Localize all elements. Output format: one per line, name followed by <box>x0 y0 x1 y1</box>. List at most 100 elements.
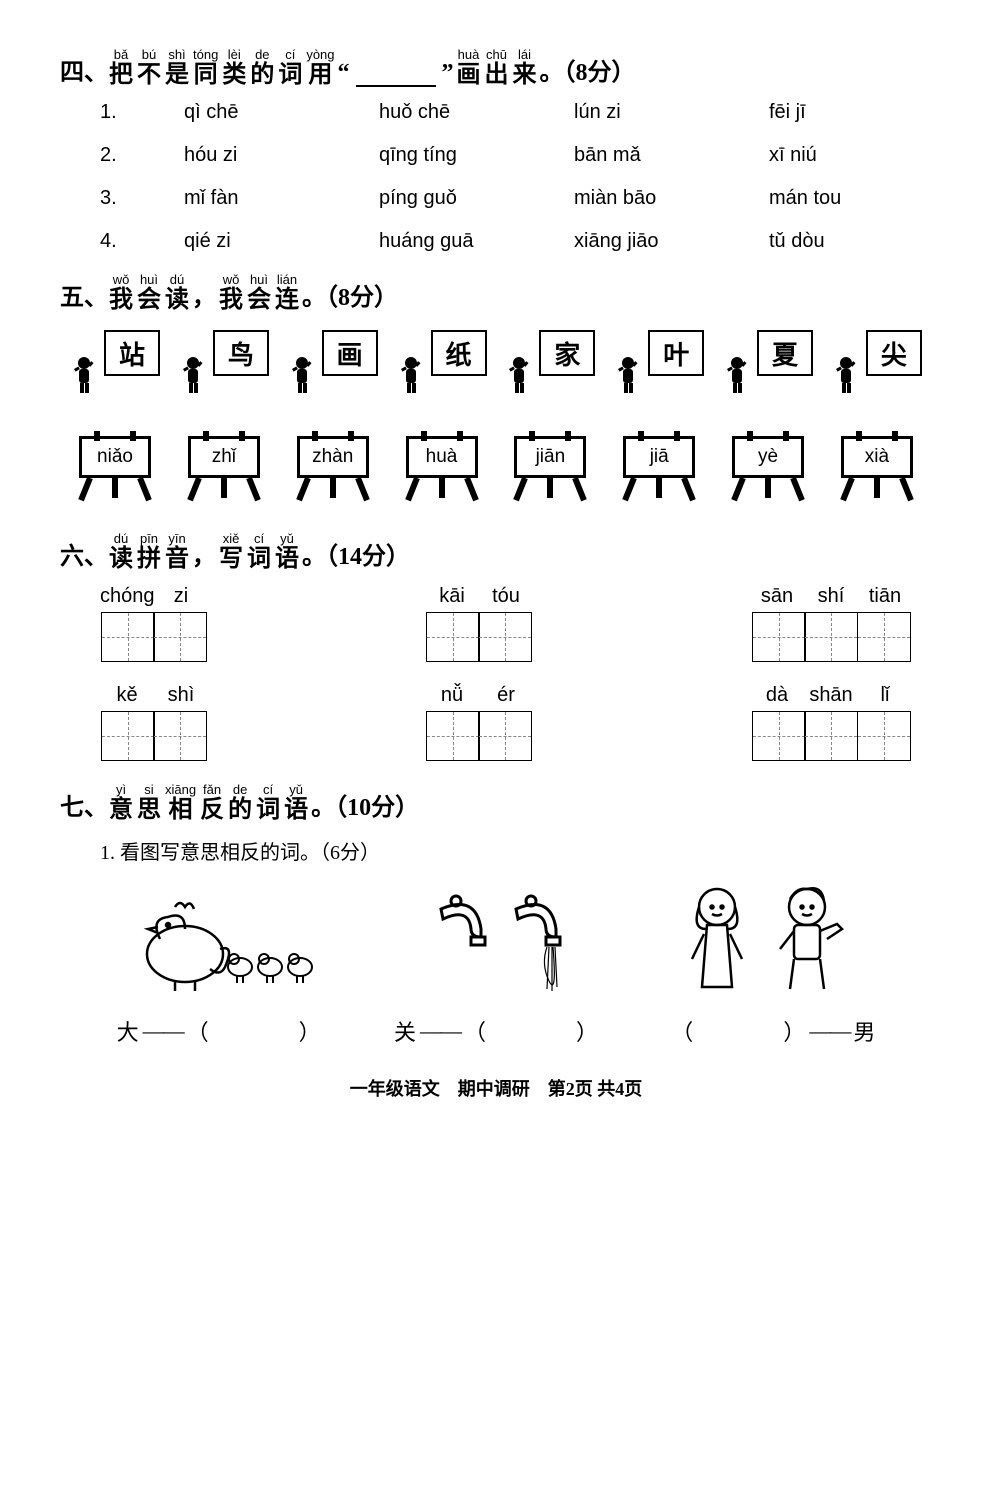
tianzige-item: kěshì <box>100 684 208 761</box>
tianzige-cell <box>857 612 911 662</box>
pinyin-row: 3. mǐ fànpíng guǒmiàn bāomán tou <box>100 187 932 210</box>
ruby-char: bǎ把 <box>109 48 133 87</box>
section-num: 四、 <box>60 52 108 87</box>
section-7-header: 七、 yì意si思xiāng相fǎn反de的cí词yǔ语。（10分） <box>60 783 932 822</box>
pinyin-row: 1. qì chēhuǒ chēlún zifēi jī <box>100 101 932 124</box>
pinyin-label: sānshítiān <box>750 585 912 608</box>
section-6-block: chóngzi kāitóu sānshítiān kěshì nǚér dàs… <box>100 585 912 761</box>
pinyin-label: chóngzi <box>100 585 208 608</box>
child-figure-icon <box>505 345 541 395</box>
tianzige-item: chóngzi <box>100 585 208 662</box>
easel-card: zhǐ <box>179 436 269 514</box>
section-6-header: 六、 dú读pīn拼yīn音，xiě写cí词yǔ语。（14分） <box>60 532 932 571</box>
child-figure-icon <box>397 345 433 395</box>
pinyin-word: miàn bāo <box>574 187 709 210</box>
easel-row: niǎo zhǐ zhàn huà jiān jiā <box>70 436 922 514</box>
ruby-char: shì是 <box>165 48 189 87</box>
pinyin-row: 2. hóu zi qīng tíng bān mǎ xī niú <box>100 144 932 167</box>
ruby-char: yīn音 <box>165 532 189 571</box>
ruby-char: pīn拼 <box>137 532 161 571</box>
pinyin-word: píng guǒ <box>379 187 514 210</box>
char-card: 夏 <box>723 330 813 396</box>
row-index: 4. <box>100 230 124 253</box>
char-card: 站 <box>70 330 160 396</box>
antonym-answer: 关 —— （） <box>394 1015 598 1047</box>
blank-underline <box>356 67 436 87</box>
tianzige-cell <box>426 612 480 662</box>
easel-card: yè <box>723 436 813 514</box>
dash-icon: —— <box>809 1018 849 1044</box>
section-4-header: 四、 bǎ把bú不shì是tóng同lèi类de的cí词yòng用“”huà画c… <box>60 48 932 87</box>
pinyin-row: 4. qié zihuáng guāxiāng jiāotǔ dòu <box>100 230 932 253</box>
easel-card: xià <box>832 436 922 514</box>
row-index: 2. <box>100 144 124 167</box>
ruby-char: lái来 <box>513 48 537 87</box>
tianzige-cell <box>101 711 155 761</box>
pinyin-word: tǔ dòu <box>769 230 904 253</box>
tianzige-item: nǚér <box>425 684 533 761</box>
pinyin-word: qì chē <box>184 101 319 124</box>
ruby-char: xiě写 <box>219 532 243 571</box>
child-figure-icon <box>179 345 215 395</box>
card-character: 纸 <box>431 330 487 376</box>
pinyin-word: xiāng jiāo <box>574 230 709 253</box>
easel-card: huà <box>397 436 487 514</box>
card-character: 叶 <box>648 330 704 376</box>
card-character: 尖 <box>866 330 922 376</box>
pinyin-word: fēi jī <box>769 101 904 124</box>
ruby-char: cí词 <box>278 48 302 87</box>
tianzige-cell <box>804 711 858 761</box>
easel-pinyin: jiā <box>623 436 695 478</box>
section-7-answers: 大 —— （） 关 —— （） （） —— 男 <box>80 1015 912 1047</box>
ruby-char: yǔ语 <box>284 783 308 822</box>
section-num: 六、 <box>60 536 108 571</box>
blank-paren: （） <box>187 1015 321 1047</box>
blank-paren: （） <box>671 1015 805 1047</box>
pinyin-word: bān mǎ <box>574 144 709 167</box>
ruby-char: bú不 <box>137 48 161 87</box>
tianzige-cell <box>752 612 806 662</box>
pinyin-word: mán tou <box>769 187 904 210</box>
pinyin-word: lún zi <box>574 101 709 124</box>
easel-pinyin: jiān <box>514 436 586 478</box>
child-figure-icon <box>70 345 106 395</box>
pinyin-word: qīng tíng <box>379 144 514 167</box>
pinyin-word: hóu zi <box>184 144 319 167</box>
ruby-char: wǒ我 <box>219 273 243 312</box>
card-character: 家 <box>539 330 595 376</box>
tianzige-cell <box>478 612 532 662</box>
child-figure-icon <box>832 345 868 395</box>
ruby-char: huà画 <box>457 48 481 87</box>
ruby-char: yì意 <box>109 783 133 822</box>
easel-pinyin: zhǐ <box>188 436 260 478</box>
tianzige-cell <box>478 711 532 761</box>
given-char: 大 <box>117 1015 139 1047</box>
section-num: 七、 <box>60 787 108 822</box>
card-character: 鸟 <box>213 330 269 376</box>
ruby-char: cí词 <box>247 532 271 571</box>
row-index: 3. <box>100 187 124 210</box>
pinyin-label: dàshānlǐ <box>750 684 912 707</box>
ruby-char: dú读 <box>165 273 189 312</box>
dash-icon: —— <box>420 1018 460 1044</box>
easel-pinyin: niǎo <box>79 436 151 478</box>
section-7-subtitle: 1. 看图写意思相反的词。（6分） <box>100 836 932 865</box>
pinyin-label: kěshì <box>100 684 208 707</box>
tianzige-cell <box>804 612 858 662</box>
ruby-char: yòng用 <box>306 48 334 87</box>
easel-pinyin: yè <box>732 436 804 478</box>
tianzige-cell <box>426 711 480 761</box>
ruby-char: wǒ我 <box>109 273 133 312</box>
section-7-title: yì意si思xiāng相fǎn反de的cí词yǔ语。（10分） <box>108 783 419 822</box>
ruby-char: huì会 <box>137 273 161 312</box>
pinyin-word: xī niú <box>769 144 904 167</box>
tianzige-cell <box>101 612 155 662</box>
tianzige-cell <box>153 612 207 662</box>
child-figure-icon <box>288 345 324 395</box>
child-figure-icon <box>614 345 650 395</box>
section-4-title: bǎ把bú不shì是tóng同lèi类de的cí词yòng用“”huà画chū出… <box>108 48 636 87</box>
card-character: 站 <box>104 330 160 376</box>
ruby-char: de的 <box>228 783 252 822</box>
card-character: 画 <box>322 330 378 376</box>
easel-pinyin: zhàn <box>297 436 369 478</box>
